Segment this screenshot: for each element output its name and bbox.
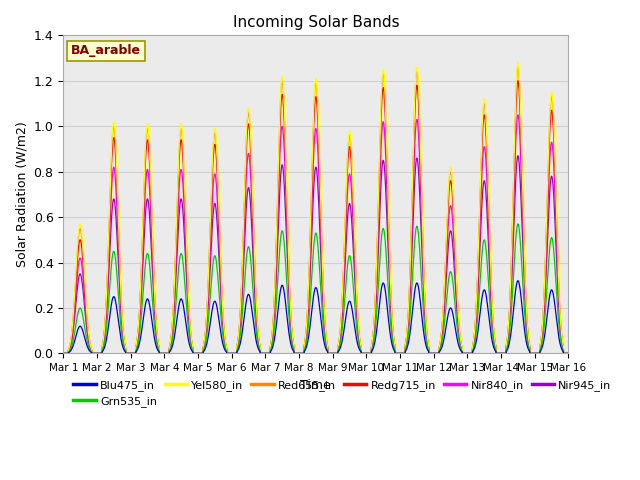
Title: Incoming Solar Bands: Incoming Solar Bands: [232, 15, 399, 30]
X-axis label: Time: Time: [300, 379, 332, 392]
Y-axis label: Solar Radiation (W/m2): Solar Radiation (W/m2): [15, 121, 28, 267]
Legend: Blu475_in, Grn535_in, Yel580_in, Red655_in, Redg715_in, Nir840_in, Nir945_in: Blu475_in, Grn535_in, Yel580_in, Red655_…: [69, 375, 616, 411]
Text: BA_arable: BA_arable: [71, 45, 141, 58]
